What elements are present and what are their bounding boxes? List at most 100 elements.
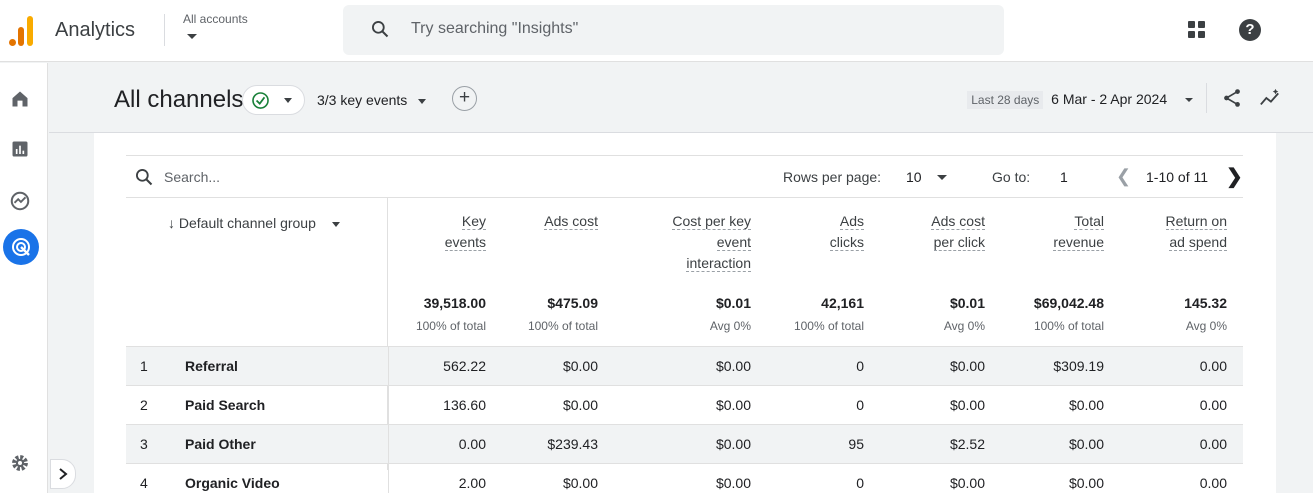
apps-grid-icon[interactable]: [1188, 21, 1206, 39]
search-icon: [136, 169, 153, 186]
chevron-right-icon: [59, 468, 68, 480]
table-row[interactable]: 1 Referral 562.22 $0.00 $0.00 0 $0.00 $309.19 0.…: [126, 346, 1243, 386]
metric-name: Key events: [336, 211, 486, 253]
metric-cell: $0.00: [562, 397, 598, 413]
share-icon[interactable]: [1221, 87, 1243, 109]
metric-name-line: revenue: [1053, 234, 1104, 251]
metric-name-line: clicks: [829, 234, 864, 251]
metric-cell: $239.43: [547, 436, 598, 452]
metric-cell: $0.00: [1068, 475, 1104, 491]
metric-cell: $0.00: [1068, 436, 1104, 452]
metric-cell: $0.00: [562, 358, 598, 374]
metric-column-header[interactable]: Ads cost $475.09 100% of total: [448, 198, 598, 346]
row-number: 2: [140, 397, 148, 413]
global-search-input[interactable]: Try searching "Insights": [343, 5, 1004, 55]
table-row[interactable]: 2 Paid Search 136.60 $0.00 $0.00 0 $0.00 $0.00 0…: [126, 385, 1243, 425]
metric-cell: $0.00: [715, 436, 751, 452]
metric-cell: 136.60: [443, 397, 486, 413]
key-events-selector[interactable]: 3/3 key events: [317, 92, 427, 108]
metric-cell: 95: [848, 436, 864, 452]
app-name: Analytics: [55, 19, 136, 41]
dimension-column: ↓ Default channel group: [126, 198, 388, 470]
metric-name-line: Return on: [1165, 213, 1227, 230]
metric-name-line: Key: [461, 213, 486, 230]
table-row[interactable]: 3 Paid Other 0.00 $239.43 $0.00 95 $2.52 $0.00 0…: [126, 424, 1243, 464]
goto-page-input[interactable]: 1: [1060, 169, 1068, 185]
advertising-icon[interactable]: [3, 229, 39, 265]
metric-total-subtext: 100% of total: [415, 319, 486, 333]
row-number: 3: [140, 436, 148, 452]
metric-total-subtext: 100% of total: [1033, 319, 1104, 333]
rows-per-page-select[interactable]: 10: [906, 169, 922, 185]
sort-arrow-icon: ↓: [168, 215, 175, 231]
metric-name-line: Cost per key: [672, 213, 751, 230]
chevron-down-icon: [418, 98, 427, 104]
divider: [164, 14, 165, 46]
report-header: All channels 3/3 key events + Last 28 da…: [49, 63, 1313, 133]
next-page-button[interactable]: ❯: [1226, 166, 1243, 188]
metric-cell: 0.00: [1199, 436, 1227, 452]
metric-name: Ads cost per click: [835, 211, 985, 253]
metric-total: $0.01: [715, 295, 751, 311]
date-range-label: Last 28 days: [967, 91, 1044, 109]
reports-icon[interactable]: [8, 137, 32, 161]
column-divider: [388, 464, 389, 493]
dimension-header[interactable]: ↓ Default channel group: [168, 215, 340, 231]
channel-name: Paid Other: [185, 436, 256, 452]
metric-cell: 0.00: [1199, 358, 1227, 374]
metric-total: $0.01: [949, 295, 985, 311]
metric-total: $475.09: [547, 295, 598, 311]
page-range: 1-10 of 11: [1146, 169, 1209, 185]
metric-column-header[interactable]: Cost per key event interaction $0.01 Avg 0%: [601, 198, 751, 346]
chevron-down-icon[interactable]: [937, 175, 947, 180]
account-selector[interactable]: All accounts: [183, 12, 248, 26]
metric-cell: 562.22: [443, 358, 486, 374]
metric-cell: $0.00: [949, 397, 985, 413]
channel-name: Organic Video: [185, 475, 280, 491]
metric-cell: 0: [856, 358, 864, 374]
expand-nav-button[interactable]: [50, 459, 76, 489]
metric-cell: $0.00: [715, 358, 751, 374]
metric-name: Return on ad spend: [1077, 211, 1227, 253]
help-icon[interactable]: ?: [1239, 19, 1261, 41]
metric-name-line: events: [444, 234, 486, 251]
account-caret-icon[interactable]: [187, 34, 197, 39]
date-range-picker[interactable]: Last 28 days 6 Mar - 2 Apr 2024: [967, 91, 1193, 109]
metric-cell: $2.52: [949, 436, 985, 452]
metric-cell: 0.00: [1199, 475, 1227, 491]
explore-icon[interactable]: [8, 189, 32, 213]
chevron-down-icon: [331, 221, 340, 227]
metric-total: 145.32: [1184, 295, 1227, 311]
table-toolbar: Search... Rows per page: 10 Go to: 1 ❮ 1…: [126, 155, 1243, 198]
table-search-input[interactable]: Search...: [164, 169, 221, 185]
metric-cell: $0.00: [949, 358, 985, 374]
home-icon[interactable]: [8, 87, 32, 111]
metric-column-header[interactable]: Ads clicks 42,161 100% of total: [714, 198, 864, 346]
comparison-status-chip[interactable]: [242, 85, 305, 115]
metric-name-line: Total: [1074, 213, 1104, 230]
metric-column-header[interactable]: Key events 39,518.00 100% of total: [336, 198, 486, 346]
metric-column-header[interactable]: Return on ad spend 145.32 Avg 0%: [1077, 198, 1227, 346]
metric-total-subtext: Avg 0%: [709, 319, 751, 333]
metric-name-line: ad spend: [1169, 234, 1227, 251]
metric-cell: $0.00: [715, 397, 751, 413]
column-divider: [388, 386, 389, 425]
add-comparison-button[interactable]: +: [452, 86, 477, 111]
metric-cell: 0: [856, 475, 864, 491]
previous-page-button[interactable]: ❮: [1116, 166, 1132, 186]
analytics-logo-icon[interactable]: [8, 14, 36, 46]
search-icon: [372, 21, 389, 38]
insights-icon[interactable]: [1258, 87, 1282, 109]
metric-total: 42,161: [821, 295, 864, 311]
metric-column-header[interactable]: Total revenue $69,042.48 100% of total: [954, 198, 1104, 346]
metric-name-line: event: [716, 234, 751, 251]
goto-label: Go to:: [992, 169, 1031, 185]
date-range-value: 6 Mar - 2 Apr 2024: [1051, 91, 1168, 107]
table-row[interactable]: 4 Organic Video 2.00 $0.00 $0.00 0 $0.00 $0.00 0…: [126, 463, 1243, 493]
metric-column-header[interactable]: Ads cost per click $0.01 Avg 0%: [835, 198, 985, 346]
divider: [1206, 83, 1207, 113]
gear-icon[interactable]: [8, 451, 32, 475]
metric-name-line: Ads: [839, 213, 864, 230]
metric-name-line: per click: [933, 234, 985, 251]
page-title: All channels: [114, 86, 244, 113]
